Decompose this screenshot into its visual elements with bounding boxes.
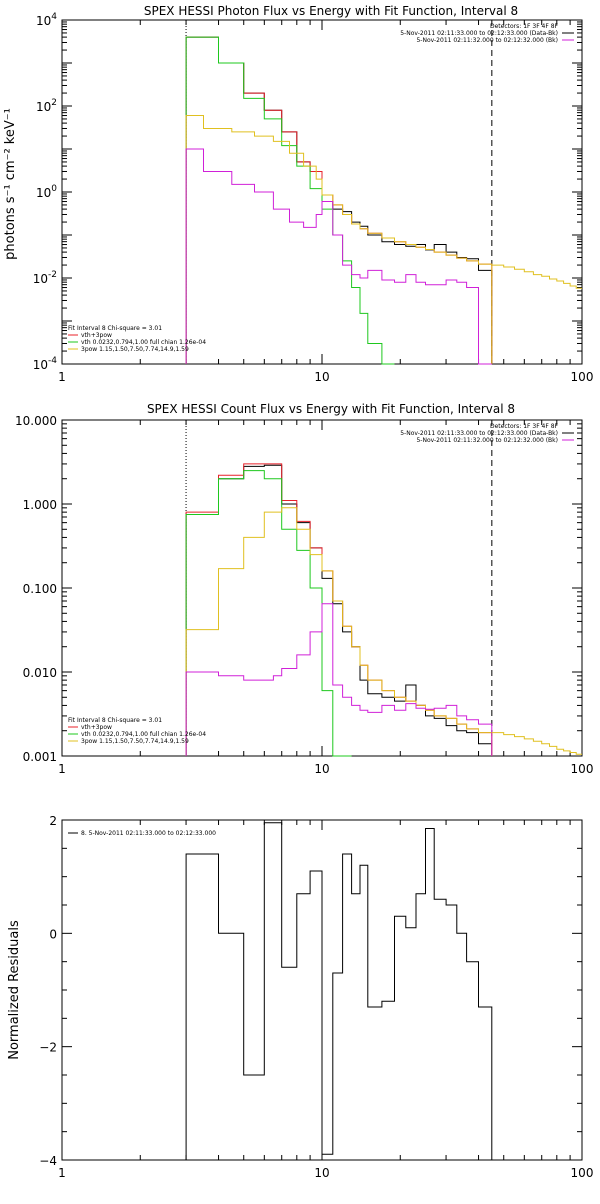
y-tick-label: 1.000 — [23, 498, 57, 512]
legend-left-entry: vth+3pow — [81, 332, 112, 339]
y-tick-label: 104 — [36, 12, 57, 28]
y-tick-label: 100 — [36, 184, 57, 200]
y-tick-label: 0.001 — [23, 750, 57, 764]
legend-left-entry: vth 0.0232,0.794,1.00 full chian 1.26e-0… — [81, 731, 206, 738]
y-tick-exponent: -2 — [48, 270, 57, 280]
legend-right-entry: 5-Nov-2011 02:11:33.000 to 02:12:33.000 … — [400, 30, 558, 37]
x-tick-label: 1 — [58, 1166, 66, 1180]
series-bkg — [185, 603, 493, 756]
legend-left-entry: 3pow 1.15,1.50,7.50,7.74,14.9,1.59 — [81, 738, 189, 745]
series-data — [185, 36, 493, 364]
y-tick-label: 102 — [36, 98, 57, 114]
y-tick-label: 10-2 — [33, 270, 57, 286]
legend-right-entry: 5-Nov-2011 02:11:32.000 to 02:12:32.000 … — [416, 437, 558, 444]
x-tick-label: 100 — [571, 762, 594, 776]
series-vth-0-0232-0-794-1-00-full-chian-1-26e-0 — [185, 470, 352, 757]
residuals-ylabel: Normalized Residuals — [7, 920, 22, 1060]
photon-flux-marks: 1 10 100 10-4 10-2 100 102 104 Detectors: 1F 3F … — [33, 12, 594, 384]
series-bkg — [185, 148, 492, 365]
y-tick-label: 0.100 — [23, 582, 57, 596]
model-tail-series — [491, 264, 582, 289]
y-tick-label: 2 — [49, 814, 57, 828]
x-tick-label: 1 — [58, 370, 66, 384]
legend-left-entry: 8. 5-Nov-2011 02:11:33.000 to 02:12:33.0… — [81, 830, 216, 837]
photon-flux-title: SPEX HESSI Photon Flux vs Energy with Fi… — [144, 4, 518, 18]
legend-left-entry: 3pow 1.15,1.50,7.50,7.74,14.9,1.59 — [81, 346, 189, 353]
x-tick-label: 10 — [314, 1166, 329, 1180]
legend-left-entry: Fit Interval 8 Chi-square = 3.01 — [68, 717, 162, 724]
series-vth-3pow — [185, 36, 493, 364]
legend-left-entry: vth+3pow — [81, 724, 112, 731]
y-tick-label: 10-4 — [33, 356, 58, 372]
photon-flux-panel: SPEX HESSI Photon Flux vs Energy with Fi… — [3, 4, 593, 384]
x-tick-label: 1 — [58, 762, 66, 776]
y-tick-exponent: 0 — [51, 184, 57, 194]
legend-right-entry: 5-Nov-2011 02:11:33.000 to 02:12:33.000 … — [400, 430, 558, 437]
y-tick-exponent: -4 — [48, 356, 57, 366]
y-tick-label: −2 — [39, 1041, 57, 1055]
x-tick-label: 10 — [314, 370, 329, 384]
y-tick-exponent: 4 — [51, 12, 57, 22]
residuals-panel: Normalized Residuals 1 10 100 −4 −2 0 2 8. 5-No… — [7, 814, 593, 1180]
legend-right-entry: 5-Nov-2011 02:11:32.000 to 02:12:32.000 … — [416, 37, 558, 44]
series-vth-0-0232-0-794-1-00-full-chian-1-26e-0 — [185, 36, 395, 365]
series-data — [185, 464, 493, 756]
series-vth-3pow — [185, 463, 493, 756]
x-tick-label: 10 — [314, 762, 329, 776]
count-flux-title: SPEX HESSI Count Flux vs Energy with Fit… — [147, 402, 515, 416]
y-tick-label: 10.000 — [15, 414, 57, 428]
residuals-marks: 1 10 100 −4 −2 0 2 8. 5-Nov-2011 02:11:33.000 t… — [39, 814, 593, 1180]
series-8-5-nov-2011-02-11-33-000-to-02-12-33-00 — [185, 822, 493, 1160]
y-tick-label: 0 — [49, 927, 57, 941]
x-tick-label: 100 — [571, 1166, 594, 1180]
x-tick-label: 100 — [571, 370, 594, 384]
y-tick-exponent: 2 — [51, 98, 57, 108]
series-3pow-1-15-1-50-7-50-7-74-14-9-1-59 — [185, 115, 493, 364]
count-flux-marks: 1 10 100 0.001 0.010 0.100 1.000 10.000 Detector… — [15, 414, 593, 776]
legend-right-entry: Detectors: 1F 3F 4F 8F — [490, 423, 559, 430]
legend-right-entry: Detectors: 1F 3F 4F 8F — [490, 23, 559, 30]
count-flux-panel: SPEX HESSI Count Flux vs Energy with Fit… — [15, 402, 593, 776]
y-tick-label: 0.010 — [23, 666, 57, 680]
photon-flux-ylabel: photons s⁻¹ cm⁻² keV⁻¹ — [3, 108, 18, 260]
series-3pow-1-15-1-50-7-50-7-74-14-9-1-59 — [185, 507, 493, 756]
legend-left-entry: vth 0.0232,0.794,1.00 full chian 1.26e-0… — [81, 339, 206, 346]
legend-left-entry: Fit Interval 8 Chi-square = 3.01 — [68, 325, 162, 332]
model-tail-series — [491, 732, 582, 755]
y-tick-label: −4 — [39, 1154, 57, 1168]
